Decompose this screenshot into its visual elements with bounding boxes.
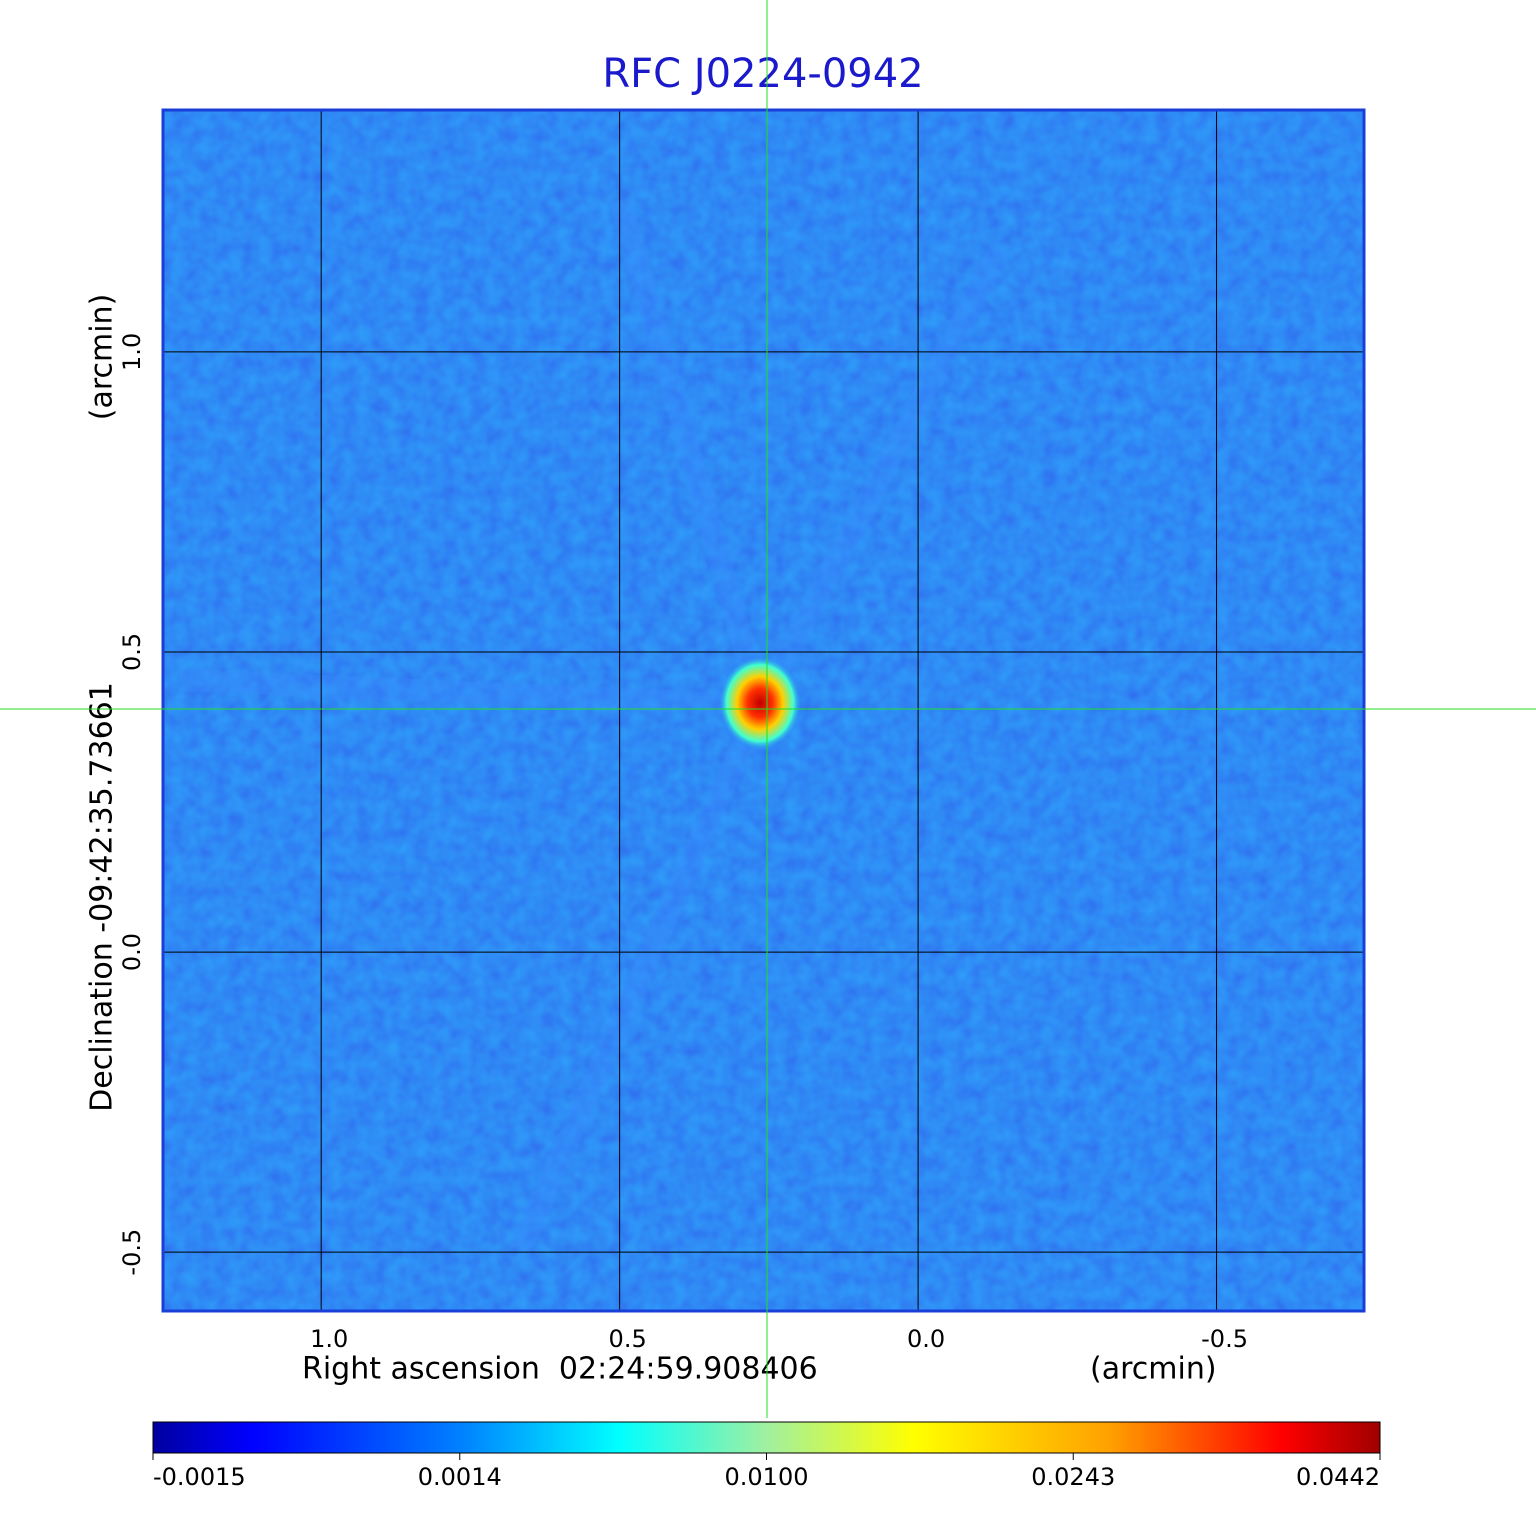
y-tick-label: 1.0	[118, 333, 146, 371]
x-axis-label: Right ascension 02:24:59.908406	[302, 1352, 818, 1387]
y-tick-label: 0.0	[118, 933, 146, 971]
x-tick-label: 1.0	[310, 1325, 348, 1353]
chart-title: RFC J0224-0942	[602, 51, 923, 97]
x-tick-label: 0.0	[907, 1325, 945, 1353]
source	[718, 655, 802, 751]
colorbar-tick-label: 0.0014	[418, 1463, 502, 1491]
colorbar	[152, 1421, 1381, 1454]
sidelobes	[179, 197, 1010, 1255]
colorbar-tick-label: 0.0243	[1031, 1463, 1115, 1491]
y-tick-label: -0.5	[118, 1229, 146, 1276]
colorbar-tick-label: -0.0015	[153, 1463, 246, 1491]
y-axis-label: Declination -09:42:35.73661	[85, 682, 120, 1112]
plot-frame	[161, 108, 1366, 1313]
y-axis-unit: (arcmin)	[85, 294, 120, 421]
y-tick-label: 0.5	[118, 633, 146, 671]
x-tick-label: 0.5	[609, 1325, 647, 1353]
colorbar-tick-label: 0.0442	[1296, 1463, 1380, 1491]
grid	[163, 110, 1364, 1311]
colorbar-tick-label: 0.0100	[725, 1463, 809, 1491]
x-axis-unit: (arcmin)	[1090, 1352, 1217, 1387]
x-tick-label: -0.5	[1201, 1325, 1248, 1353]
